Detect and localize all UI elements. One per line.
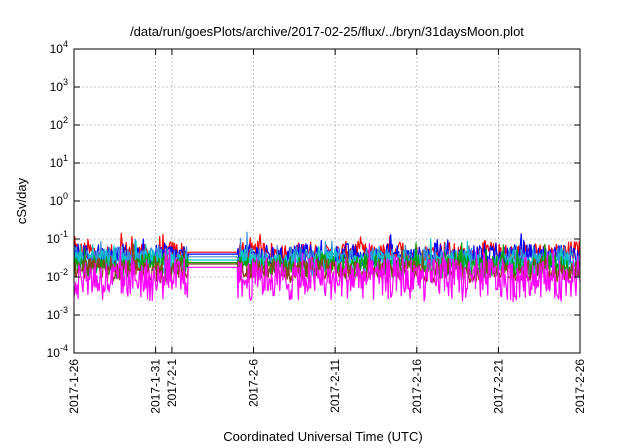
y-axis-label: cSv/day (14, 177, 29, 224)
y-tick-label: 104 (50, 39, 68, 56)
y-tick-label: 10-4 (47, 343, 68, 360)
x-tick-label: 2017-2-1 (165, 359, 179, 407)
plot-frame (73, 48, 581, 354)
y-tick-label: 10-3 (47, 305, 68, 322)
y-tick-label: 102 (50, 115, 68, 132)
series-line (73, 243, 581, 303)
x-axis-label: Coordinated Universal Time (UTC) (223, 429, 422, 444)
data-series (73, 231, 581, 303)
y-tick-label: 10-1 (47, 229, 68, 246)
y-tick-label: 101 (50, 153, 68, 170)
axes: 10-4 10-3 10-2 10-1 100 101 102 103 104 2017-1-26… (47, 39, 587, 414)
x-tick-label: 2017-2-6 (247, 359, 261, 407)
x-tick-label: 2017-2-21 (491, 359, 505, 414)
x-tick-label: 2017-2-16 (410, 359, 424, 414)
chart-title: /data/run/goesPlots/archive/2017-02-25/f… (130, 24, 524, 39)
y-tick-label: 10-2 (47, 267, 68, 284)
y-tick-label: 100 (50, 191, 68, 208)
y-tick-label: 103 (50, 77, 68, 94)
x-tick-label: 2017-1-31 (149, 359, 163, 414)
x-tick-label: 2017-2-11 (328, 359, 342, 413)
grid-lines (74, 49, 580, 353)
x-tick-label: 2017-2-26 (573, 359, 587, 414)
x-tick-label: 2017-1-26 (67, 359, 81, 414)
